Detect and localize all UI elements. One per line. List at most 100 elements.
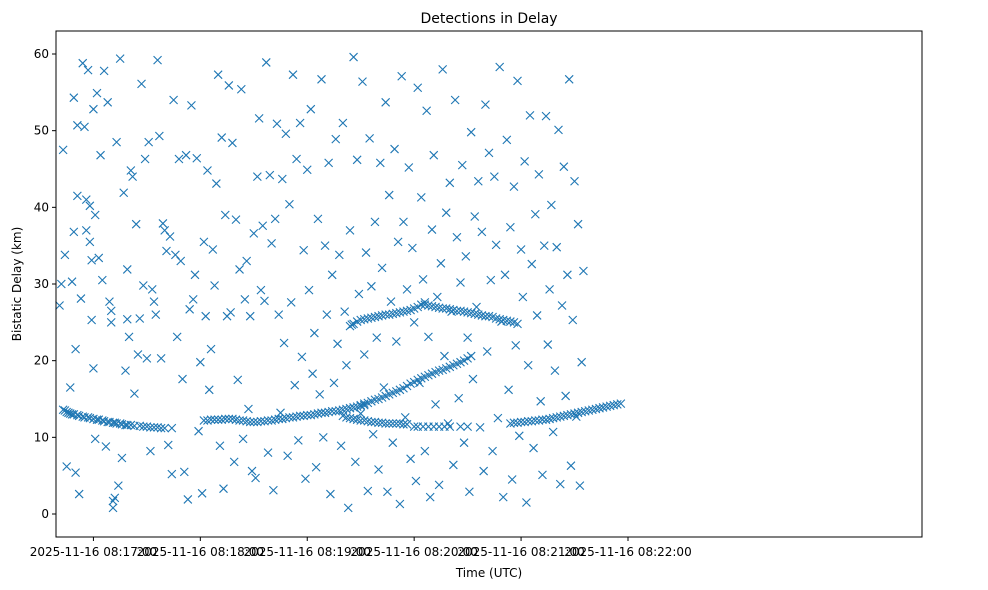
data-point-x-marker <box>138 422 148 431</box>
data-point-x-marker <box>352 155 362 165</box>
data-point-x-marker <box>251 473 260 483</box>
data-point-x-marker <box>489 172 499 182</box>
data-point-x-marker <box>103 97 113 107</box>
data-point-x-marker <box>256 416 266 426</box>
data-point-x-marker <box>135 314 145 323</box>
data-point-x-marker <box>513 418 522 428</box>
data-point-x-marker <box>575 481 585 491</box>
data-point-x-marker <box>217 133 227 142</box>
data-point-x-marker <box>203 166 212 175</box>
data-point-x-marker <box>481 100 490 109</box>
data-point-x-marker <box>288 70 298 80</box>
data-point-x-marker <box>481 311 490 321</box>
data-point-x-marker <box>411 476 421 486</box>
data-point-x-marker <box>381 310 391 320</box>
data-point-x-marker <box>520 156 530 166</box>
data-point-x-marker <box>546 200 556 210</box>
data-point-x-marker <box>97 416 107 425</box>
data-point-x-marker <box>69 409 79 419</box>
y-tick-label: 30 <box>34 277 49 291</box>
data-point-x-marker <box>579 266 588 276</box>
data-point-x-marker <box>299 411 309 421</box>
data-point-x-marker <box>349 52 358 62</box>
data-point-x-marker <box>431 302 440 312</box>
data-point-x-marker <box>213 70 223 80</box>
data-point-x-marker <box>187 100 196 110</box>
data-point-x-marker <box>557 301 567 310</box>
data-point-x-marker <box>434 366 444 376</box>
data-point-x-marker <box>131 219 141 229</box>
data-points <box>55 52 626 513</box>
data-point-x-marker <box>153 422 162 432</box>
data-point-x-marker <box>561 391 571 401</box>
data-point-x-marker <box>563 270 572 280</box>
data-point-x-marker <box>509 182 519 192</box>
data-point-x-marker <box>72 191 82 201</box>
y-tick-label: 20 <box>34 354 49 368</box>
data-point-x-marker <box>374 465 383 474</box>
data-point-x-marker <box>486 275 496 285</box>
data-point-x-marker <box>488 446 497 456</box>
data-point-x-marker <box>333 339 342 349</box>
data-point-x-marker <box>156 353 166 363</box>
data-point-x-marker <box>176 256 186 266</box>
data-point-x-marker <box>163 440 173 450</box>
data-point-x-marker <box>115 419 125 428</box>
data-point-x-marker <box>85 237 95 247</box>
data-point-x-marker <box>197 488 207 498</box>
data-point-x-marker <box>283 451 293 461</box>
data-point-x-marker <box>402 284 412 294</box>
data-point-x-marker <box>424 301 433 310</box>
data-point-x-marker <box>374 418 383 428</box>
data-point-x-marker <box>331 134 341 144</box>
data-point-x-marker <box>126 166 136 175</box>
data-point-x-marker <box>178 374 187 384</box>
data-point-x-marker <box>502 135 512 145</box>
data-point-x-marker <box>267 238 276 248</box>
data-point-x-marker <box>516 417 526 427</box>
x-tick-label: 2025-11-16 08:22:00 <box>564 545 691 559</box>
data-point-x-marker <box>491 314 501 323</box>
data-point-x-marker <box>336 441 346 451</box>
data-point-x-marker <box>475 422 485 432</box>
data-point-x-marker <box>320 241 330 251</box>
data-point-x-marker <box>612 399 622 409</box>
data-point-x-marker <box>543 340 553 349</box>
data-point-x-marker <box>495 62 505 72</box>
data-point-x-marker <box>361 248 371 257</box>
data-point-x-marker <box>511 340 521 350</box>
data-point-x-marker <box>457 160 467 170</box>
data-point-x-marker <box>415 378 424 388</box>
data-point-x-marker <box>174 154 184 164</box>
data-point-x-marker <box>459 307 469 316</box>
data-point-x-marker <box>470 212 480 221</box>
data-point-x-marker <box>349 403 358 412</box>
data-point-x-marker <box>276 408 285 418</box>
data-point-x-marker <box>541 111 551 121</box>
data-point-x-marker <box>391 419 401 428</box>
data-point-x-marker <box>399 217 408 227</box>
data-point-x-marker <box>441 304 451 313</box>
data-point-x-marker <box>363 416 373 426</box>
data-point-x-marker <box>377 263 387 273</box>
data-point-x-marker <box>224 414 234 424</box>
data-point-x-marker <box>204 385 214 395</box>
data-point-x-marker <box>85 201 95 211</box>
data-point-x-marker <box>530 416 540 425</box>
data-point-x-marker <box>263 448 273 458</box>
data-point-x-marker <box>500 270 510 280</box>
data-point-x-marker <box>443 419 453 428</box>
data-point-x-marker <box>318 432 328 442</box>
data-point-x-marker <box>327 270 337 280</box>
data-point-x-marker <box>447 307 456 316</box>
data-point-x-marker <box>89 363 98 373</box>
data-point-x-marker <box>183 495 193 504</box>
data-point-x-marker <box>87 315 97 325</box>
data-point-x-marker <box>548 427 558 437</box>
data-point-x-marker <box>62 462 72 471</box>
data-point-x-marker <box>513 76 522 86</box>
data-point-x-marker <box>279 338 289 348</box>
data-point-x-marker <box>242 256 252 266</box>
data-point-x-marker <box>595 403 604 413</box>
